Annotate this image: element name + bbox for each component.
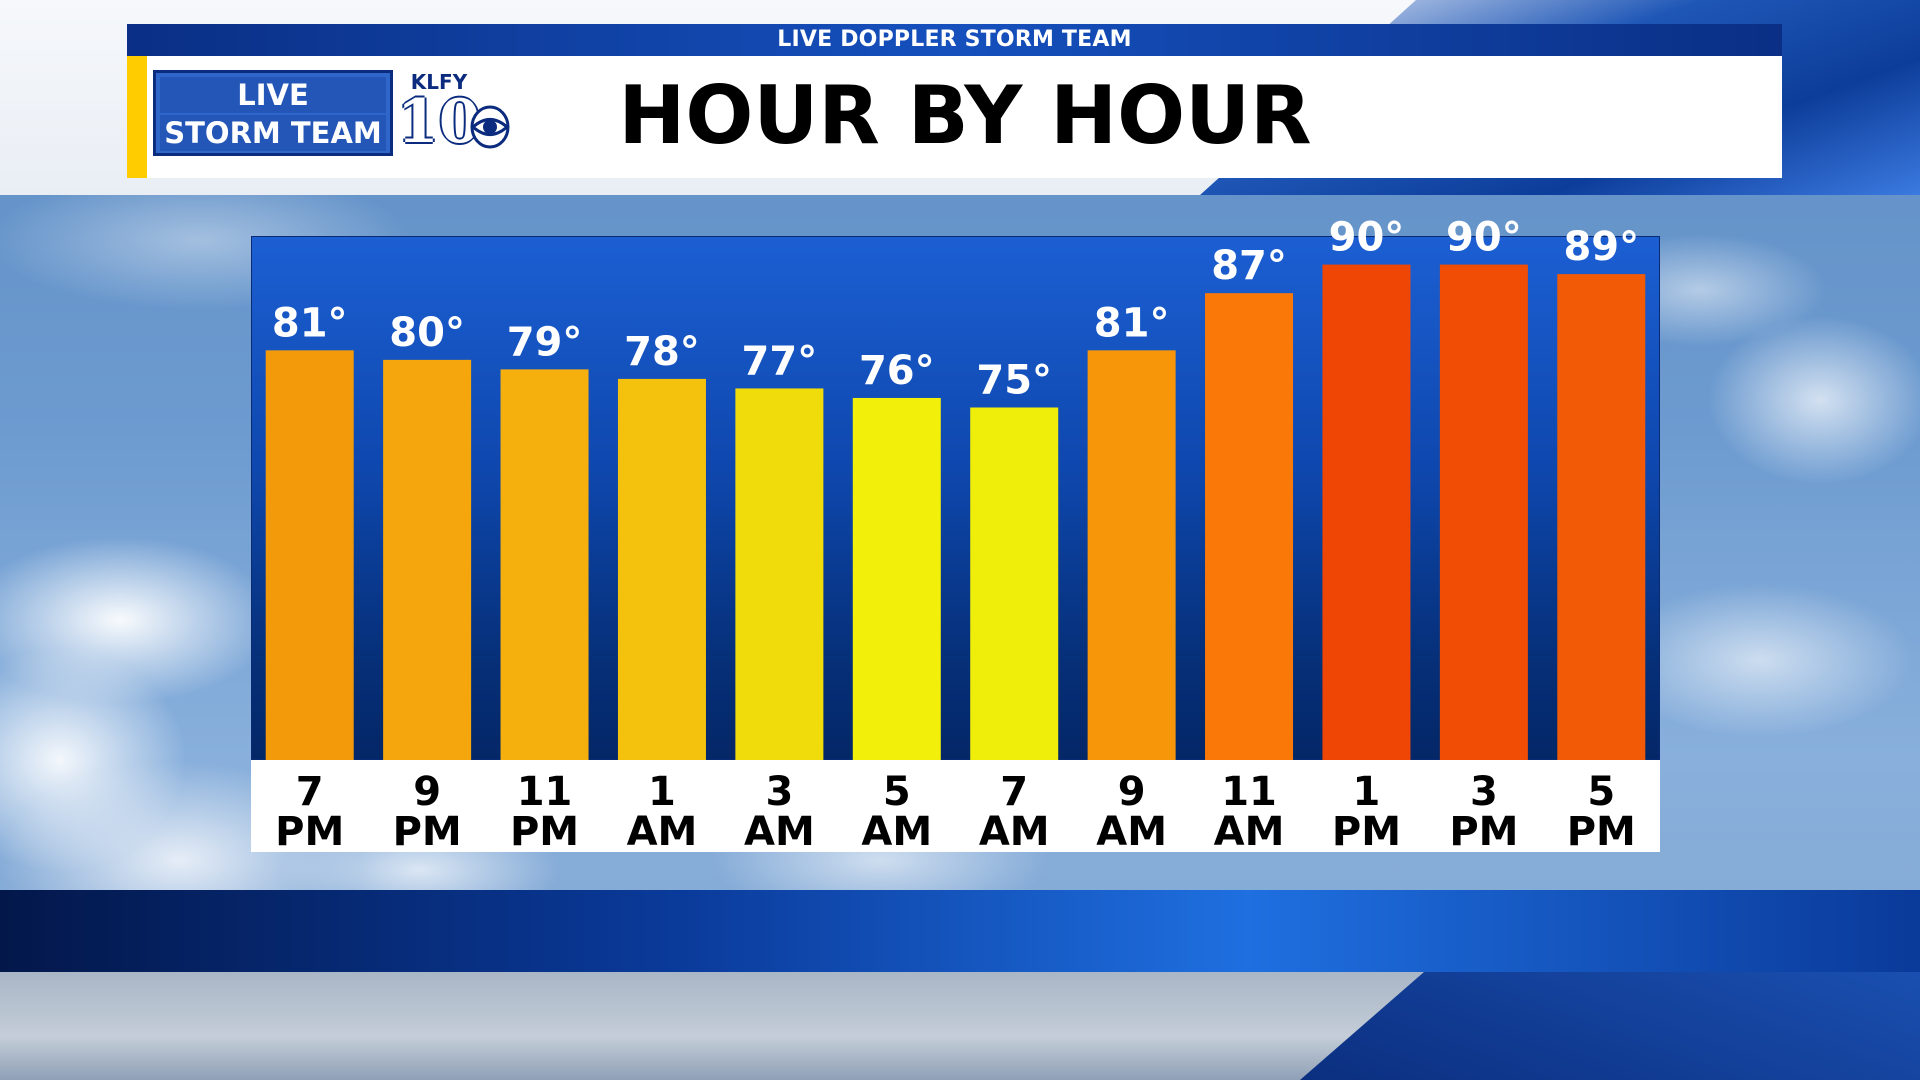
bar-2 [500, 369, 589, 760]
bar-value-label-9: 90° [1329, 215, 1405, 261]
time-label-period-2: PM [510, 809, 579, 855]
time-label-hour-9: 1 [1353, 769, 1381, 815]
time-label-hour-10: 3 [1470, 769, 1498, 815]
bar-value-label-2: 79° [507, 319, 583, 365]
time-label-period-6: AM [979, 809, 1050, 855]
bar-8 [1205, 293, 1294, 760]
bar-7 [1087, 350, 1176, 760]
time-label-panel [251, 760, 1660, 852]
station-number: 10 [397, 87, 481, 157]
time-label-period-9: PM [1332, 809, 1401, 855]
bar-3 [617, 378, 706, 760]
bar-value-label-10: 90° [1446, 215, 1522, 261]
time-label-period-4: AM [744, 809, 815, 855]
time-label-period-3: AM [627, 809, 698, 855]
title-bar [127, 56, 1782, 178]
bar-value-label-11: 89° [1563, 224, 1639, 270]
time-label-hour-3: 1 [648, 769, 676, 815]
station-logo: KLFY 10 [393, 70, 485, 156]
bar-value-label-4: 77° [742, 338, 818, 384]
cbs-eye-icon [470, 105, 510, 149]
time-label-period-8: AM [1214, 809, 1285, 855]
bar-0 [265, 350, 354, 760]
station-call-letters: KLFY [410, 70, 468, 94]
bar-value-label-1: 80° [389, 310, 465, 356]
bar-4 [735, 388, 824, 760]
bar-5 [852, 397, 941, 760]
bottom-ticker-band [0, 890, 1920, 972]
chart-panel [251, 236, 1660, 760]
time-label-hour-7: 9 [1118, 769, 1146, 815]
bar-value-label-8: 87° [1211, 243, 1287, 289]
time-label-hour-5: 5 [883, 769, 911, 815]
time-label-hour-1: 9 [413, 769, 441, 815]
time-label-period-10: PM [1449, 809, 1518, 855]
time-label-period-0: PM [275, 809, 344, 855]
time-label-hour-0: 7 [296, 769, 324, 815]
time-label-hour-4: 3 [765, 769, 793, 815]
time-label-period-5: AM [861, 809, 932, 855]
time-label-hour-2: 11 [517, 769, 573, 815]
time-label-hour-6: 7 [1000, 769, 1028, 815]
bottom-lower-accent [1300, 972, 1920, 1080]
bar-value-label-6: 75° [976, 357, 1052, 403]
time-label-hour-11: 5 [1587, 769, 1615, 815]
bar-value-label-3: 78° [624, 329, 700, 375]
header-strip: LIVE DOPPLER STORM TEAM [127, 24, 1782, 56]
storm-team-logo: LIVE DOPPLER STORM TEAM [153, 70, 393, 156]
bar-9 [1322, 264, 1411, 760]
bar-value-label-7: 81° [1094, 300, 1170, 346]
bar-11 [1557, 274, 1646, 760]
bar-6 [970, 407, 1059, 760]
time-label-period-11: PM [1567, 809, 1636, 855]
bar-value-label-5: 76° [859, 348, 935, 394]
bar-10 [1439, 264, 1528, 760]
logo-line-2: STORM TEAM [160, 115, 386, 151]
bar-value-label-0: 81° [272, 300, 348, 346]
time-label-hour-8: 11 [1221, 769, 1277, 815]
bar-1 [383, 359, 472, 760]
time-label-period-7: AM [1096, 809, 1167, 855]
time-label-period-1: PM [393, 809, 462, 855]
page-title: HOUR BY HOUR [618, 69, 1312, 162]
